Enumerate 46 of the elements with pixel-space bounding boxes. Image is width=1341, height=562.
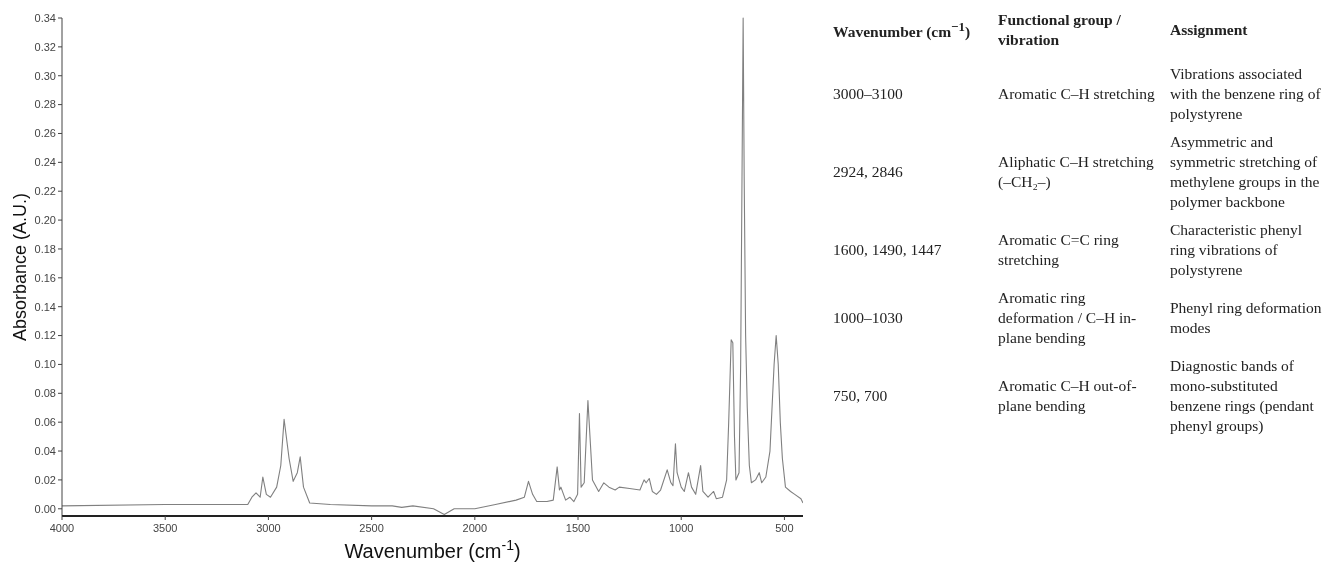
text: Aromatic C–H stretching bbox=[998, 84, 1156, 104]
text: Functional group / vibration bbox=[998, 10, 1122, 50]
y-tick-label: 0.18 bbox=[34, 242, 56, 255]
text: 1600, 1490, 1447 bbox=[833, 240, 943, 260]
y-axis-title: Absorbance (A.U.) bbox=[10, 192, 30, 342]
y-tick-label: 0.12 bbox=[34, 329, 56, 342]
y-tick-label: 0.34 bbox=[34, 11, 56, 24]
y-tick-label: 0.14 bbox=[34, 300, 56, 313]
y-tick-label: 0.26 bbox=[34, 127, 56, 140]
text: Vibrations associated with the benzene ring of polystyrene bbox=[1170, 64, 1322, 124]
y-tick-label: 0.00 bbox=[34, 502, 56, 515]
x-tick-label: 1500 bbox=[565, 522, 591, 534]
x-tick-label: 2500 bbox=[359, 522, 384, 534]
y-tick-label: 0.28 bbox=[34, 98, 56, 111]
y-tick-label: 0.10 bbox=[34, 358, 56, 371]
text: Aromatic ring deformation / C–H in-plane bending bbox=[998, 288, 1138, 348]
y-tick-label: 0.08 bbox=[34, 387, 56, 400]
text: Wavenumber (cm$^{−1}$) bbox=[833, 18, 972, 43]
text: 750, 700 bbox=[833, 386, 889, 406]
text: Diagnostic bands of mono-substituted benzene rings (pendant phenyl groups) bbox=[1170, 356, 1315, 436]
y-tick-label: 0.20 bbox=[34, 213, 56, 226]
x-axis-title: Wavenumber (cm$^{-1}$) bbox=[344, 537, 521, 562]
text: Aliphatic C–H stretching (–CH₂–) bbox=[998, 152, 1155, 192]
y-tick-label: 0.24 bbox=[34, 156, 56, 169]
x-tick-label: 3000 bbox=[256, 522, 281, 534]
x-tick-label: 500 bbox=[775, 522, 794, 534]
y-tick-label: 0.06 bbox=[34, 416, 56, 429]
text: Aromatic C=C ring stretching bbox=[998, 230, 1120, 270]
x-tick-label: 1000 bbox=[668, 522, 694, 534]
text: Asymmetric and symmetric stretching of methylene groups in the polymer backbone bbox=[1170, 132, 1321, 212]
y-tick-label: 0.16 bbox=[34, 271, 56, 284]
text: Phenyl ring deformation modes bbox=[1170, 298, 1323, 338]
text: Characteristic phenyl ring vibrations of polystyrene bbox=[1170, 220, 1304, 280]
x-tick-label: 2000 bbox=[462, 522, 488, 534]
y-tick-label: 0.30 bbox=[34, 69, 56, 82]
text: Assignment bbox=[1170, 20, 1249, 40]
x-tick-label: 3500 bbox=[152, 522, 178, 534]
text: 2924, 2846 bbox=[833, 162, 904, 182]
y-tick-label: 0.22 bbox=[34, 185, 56, 198]
y-tick-label: 0.32 bbox=[34, 40, 56, 53]
x-tick-label: 4000 bbox=[49, 522, 75, 534]
text: 3000–3100 bbox=[833, 84, 904, 104]
text: Aromatic C–H out-of-plane bending bbox=[998, 376, 1138, 416]
y-tick-label: 0.02 bbox=[34, 473, 56, 486]
text: 1000–1030 bbox=[833, 308, 904, 328]
y-tick-label: 0.04 bbox=[34, 444, 56, 457]
